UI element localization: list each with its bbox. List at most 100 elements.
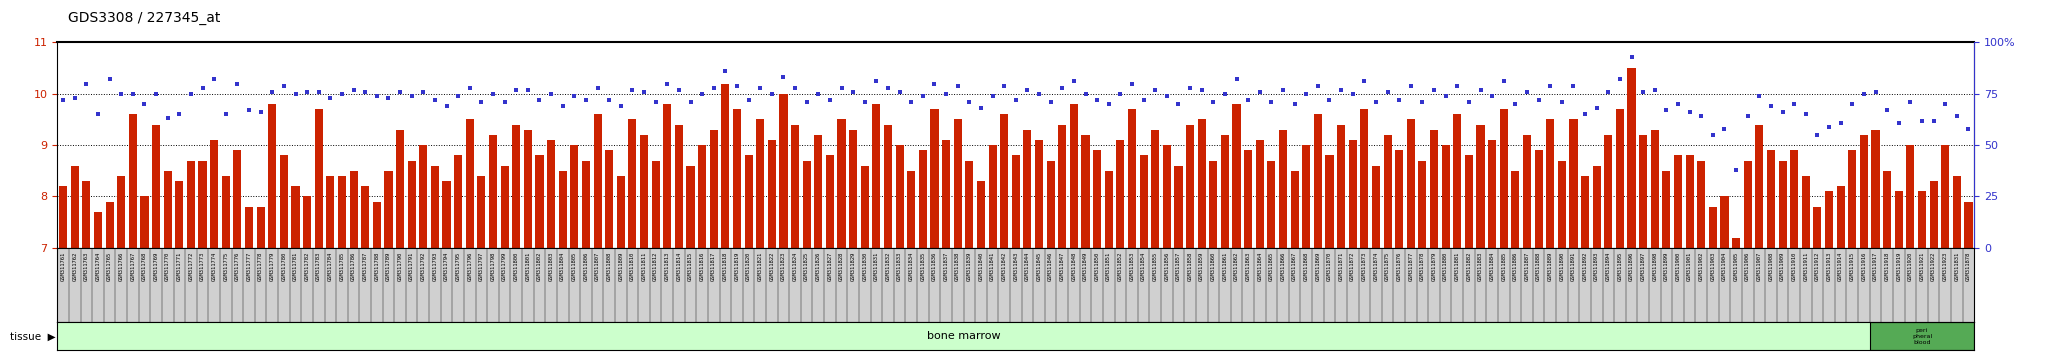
Text: GSM311910: GSM311910 — [1792, 251, 1796, 281]
Bar — [1243, 150, 1251, 248]
Bar — [1929, 181, 1937, 248]
Bar — [686, 166, 694, 248]
Bar — [942, 140, 950, 248]
Text: GSM311880: GSM311880 — [1444, 251, 1448, 281]
Point — [94, 76, 127, 82]
Point — [1057, 79, 1090, 84]
Bar — [1489, 140, 1497, 248]
Text: GSM311922: GSM311922 — [1931, 251, 1935, 281]
Bar — [1767, 150, 1776, 248]
Text: GSM311872: GSM311872 — [1350, 251, 1356, 281]
Text: GSM311785: GSM311785 — [340, 251, 344, 281]
Bar — [489, 135, 498, 248]
Point — [1395, 83, 1427, 88]
Point — [1266, 87, 1298, 92]
Text: GSM311809: GSM311809 — [618, 251, 623, 281]
Point — [838, 89, 870, 95]
Point — [174, 91, 207, 97]
Point — [1081, 97, 1114, 103]
Text: GSM311899: GSM311899 — [1663, 251, 1669, 281]
Bar — [326, 176, 334, 248]
Bar — [1303, 145, 1311, 248]
Point — [70, 81, 102, 86]
Bar — [1651, 130, 1659, 248]
Point — [1591, 89, 1624, 95]
Point — [1360, 99, 1393, 105]
Bar — [1430, 130, 1438, 248]
Point — [1417, 87, 1450, 92]
Bar — [907, 171, 915, 248]
Text: GSM311784: GSM311784 — [328, 251, 334, 281]
Point — [117, 91, 150, 97]
Point — [535, 91, 567, 97]
Bar — [698, 145, 707, 248]
Bar — [455, 155, 463, 248]
Bar — [1477, 125, 1485, 248]
Point — [512, 87, 545, 92]
Bar — [559, 171, 567, 248]
Bar — [651, 161, 659, 248]
Point — [477, 91, 510, 97]
Text: GSM311859: GSM311859 — [1200, 251, 1204, 281]
Point — [1034, 99, 1067, 105]
Bar — [1917, 191, 1925, 248]
Point — [791, 99, 823, 105]
Bar — [954, 119, 963, 248]
Text: GSM311821: GSM311821 — [758, 251, 762, 281]
Bar — [1534, 150, 1542, 248]
Point — [1151, 93, 1184, 99]
Bar — [1686, 155, 1694, 248]
Text: GSM311771: GSM311771 — [176, 251, 182, 281]
Bar — [825, 155, 834, 248]
Bar — [512, 125, 520, 248]
Text: GSM311863: GSM311863 — [1245, 251, 1251, 281]
Bar — [850, 130, 858, 248]
Bar — [395, 130, 403, 248]
Point — [1696, 132, 1729, 138]
Text: GSM311853: GSM311853 — [1130, 251, 1135, 281]
Bar — [1047, 161, 1055, 248]
Bar — [117, 176, 125, 248]
Text: GSM311866: GSM311866 — [1280, 251, 1286, 281]
Text: GSM311793: GSM311793 — [432, 251, 438, 281]
Point — [918, 81, 950, 86]
Text: GSM311814: GSM311814 — [676, 251, 682, 281]
Text: GSM311919: GSM311919 — [1896, 251, 1901, 281]
Text: GSM311783: GSM311783 — [315, 251, 322, 281]
Text: GSM311921: GSM311921 — [1919, 251, 1925, 281]
Text: GSM311908: GSM311908 — [1769, 251, 1774, 281]
Bar — [1221, 135, 1229, 248]
Bar — [1360, 109, 1368, 248]
Text: GSM311878: GSM311878 — [1419, 251, 1425, 281]
Bar — [838, 119, 846, 248]
Bar — [408, 161, 416, 248]
Point — [164, 112, 197, 117]
Point — [1812, 124, 1845, 130]
Bar — [616, 176, 625, 248]
Bar — [1847, 150, 1855, 248]
Bar — [1511, 171, 1520, 248]
Point — [582, 85, 614, 91]
Point — [1917, 118, 1950, 123]
Point — [1300, 83, 1333, 88]
Bar — [1524, 135, 1532, 248]
Point — [1348, 79, 1380, 84]
Text: GSM311885: GSM311885 — [1501, 251, 1505, 281]
Bar — [199, 161, 207, 248]
Text: GSM311868: GSM311868 — [1305, 251, 1309, 281]
Text: GSM311769: GSM311769 — [154, 251, 158, 281]
Bar — [756, 119, 764, 248]
Point — [1126, 97, 1159, 103]
Text: GSM311845: GSM311845 — [1036, 251, 1042, 281]
Point — [303, 89, 336, 95]
Point — [279, 91, 311, 97]
Point — [965, 105, 997, 111]
Text: GSM311909: GSM311909 — [1780, 251, 1786, 281]
Bar — [1860, 135, 1868, 248]
Bar — [1743, 161, 1751, 248]
Bar — [152, 125, 160, 248]
Text: GSM311810: GSM311810 — [631, 251, 635, 281]
Bar — [1964, 201, 1972, 248]
Point — [756, 91, 788, 97]
Text: GSM311883: GSM311883 — [1479, 251, 1483, 281]
